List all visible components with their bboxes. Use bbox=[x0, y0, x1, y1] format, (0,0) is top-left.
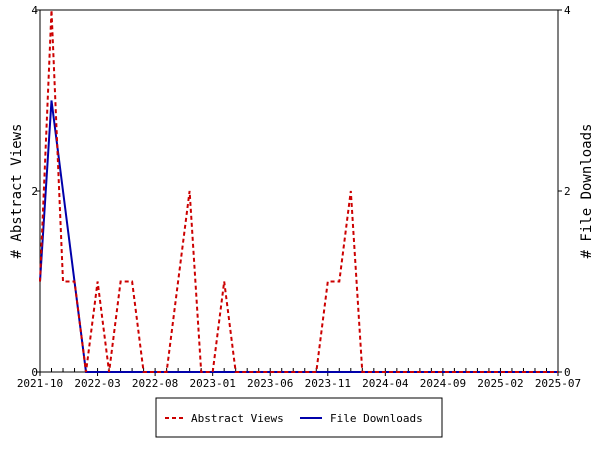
legend: Abstract Views File Downloads bbox=[155, 397, 443, 438]
y-tick-label-left: 2 bbox=[31, 185, 38, 198]
x-tick-label: 2021-10 bbox=[17, 377, 63, 390]
series-line-abstract-views bbox=[39, 9, 558, 373]
y-axis-title-left: # Abstract Views bbox=[9, 124, 25, 259]
x-tick-label: 2022-03 bbox=[74, 377, 120, 390]
legend-label-file-downloads: File Downloads bbox=[330, 412, 423, 425]
y-tick-label-left: 4 bbox=[31, 4, 38, 17]
x-tick-label: 2023-06 bbox=[247, 377, 293, 390]
x-tick-label: 2024-04 bbox=[362, 377, 409, 390]
y-tick-label-right: 0 bbox=[564, 366, 571, 379]
x-tick-label: 2022-08 bbox=[132, 377, 178, 390]
x-tick-label: 2025-02 bbox=[477, 377, 523, 390]
x-tick-label: 2024-09 bbox=[420, 377, 466, 390]
y-axis-title-right: # File Downloads bbox=[579, 124, 595, 259]
y-tick-label-right: 2 bbox=[564, 185, 571, 198]
plot-area bbox=[39, 9, 559, 373]
legend-box bbox=[155, 397, 443, 438]
y-tick-label-right: 4 bbox=[564, 4, 571, 17]
y-tick-label-left: 0 bbox=[31, 366, 38, 379]
x-tick-label: 2023-01 bbox=[189, 377, 235, 390]
x-tick-label: 2025-07 bbox=[535, 377, 581, 390]
legend-label-abstract-views: Abstract Views bbox=[191, 412, 284, 425]
x-tick-label: 2023-11 bbox=[305, 377, 351, 390]
